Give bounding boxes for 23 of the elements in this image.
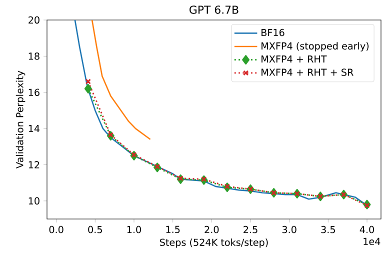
y-tick-label: 18 xyxy=(28,52,40,60)
legend-label: MXFP4 + RHT + SR xyxy=(262,68,354,76)
x-tick-label: 2.0 xyxy=(204,226,219,234)
x-tick-label: 1.5 xyxy=(166,226,180,234)
x-tick-label: 3.5 xyxy=(321,226,335,234)
y-axis-title: Validation Perplexity xyxy=(16,70,26,168)
legend-label: MXFP4 (stopped early) xyxy=(262,42,369,52)
x-axis-title: Steps (524K toks/step) xyxy=(160,238,268,248)
x-tick-label: 4.0 xyxy=(360,226,374,234)
x-tick-label: 0.5 xyxy=(88,226,102,234)
x-tick-label: 0.0 xyxy=(49,226,64,234)
y-tick-label: 20 xyxy=(28,16,40,24)
x-tick-label: 2.5 xyxy=(244,226,258,234)
text: 1e4 xyxy=(364,238,380,246)
x-tick-label: 1.0 xyxy=(127,226,141,234)
y-tick-label: 10 xyxy=(28,197,40,205)
x-tick-label: 3.0 xyxy=(282,226,296,234)
y-tick-label: 16 xyxy=(28,88,40,96)
y-tick-label: 12 xyxy=(28,161,40,168)
legend-label: MXFP4 + RHT xyxy=(262,56,327,63)
legend-label: BF16 xyxy=(262,28,284,36)
chart-title: GPT 6.7B xyxy=(190,6,238,14)
y-tick-label: 14 xyxy=(28,125,40,132)
